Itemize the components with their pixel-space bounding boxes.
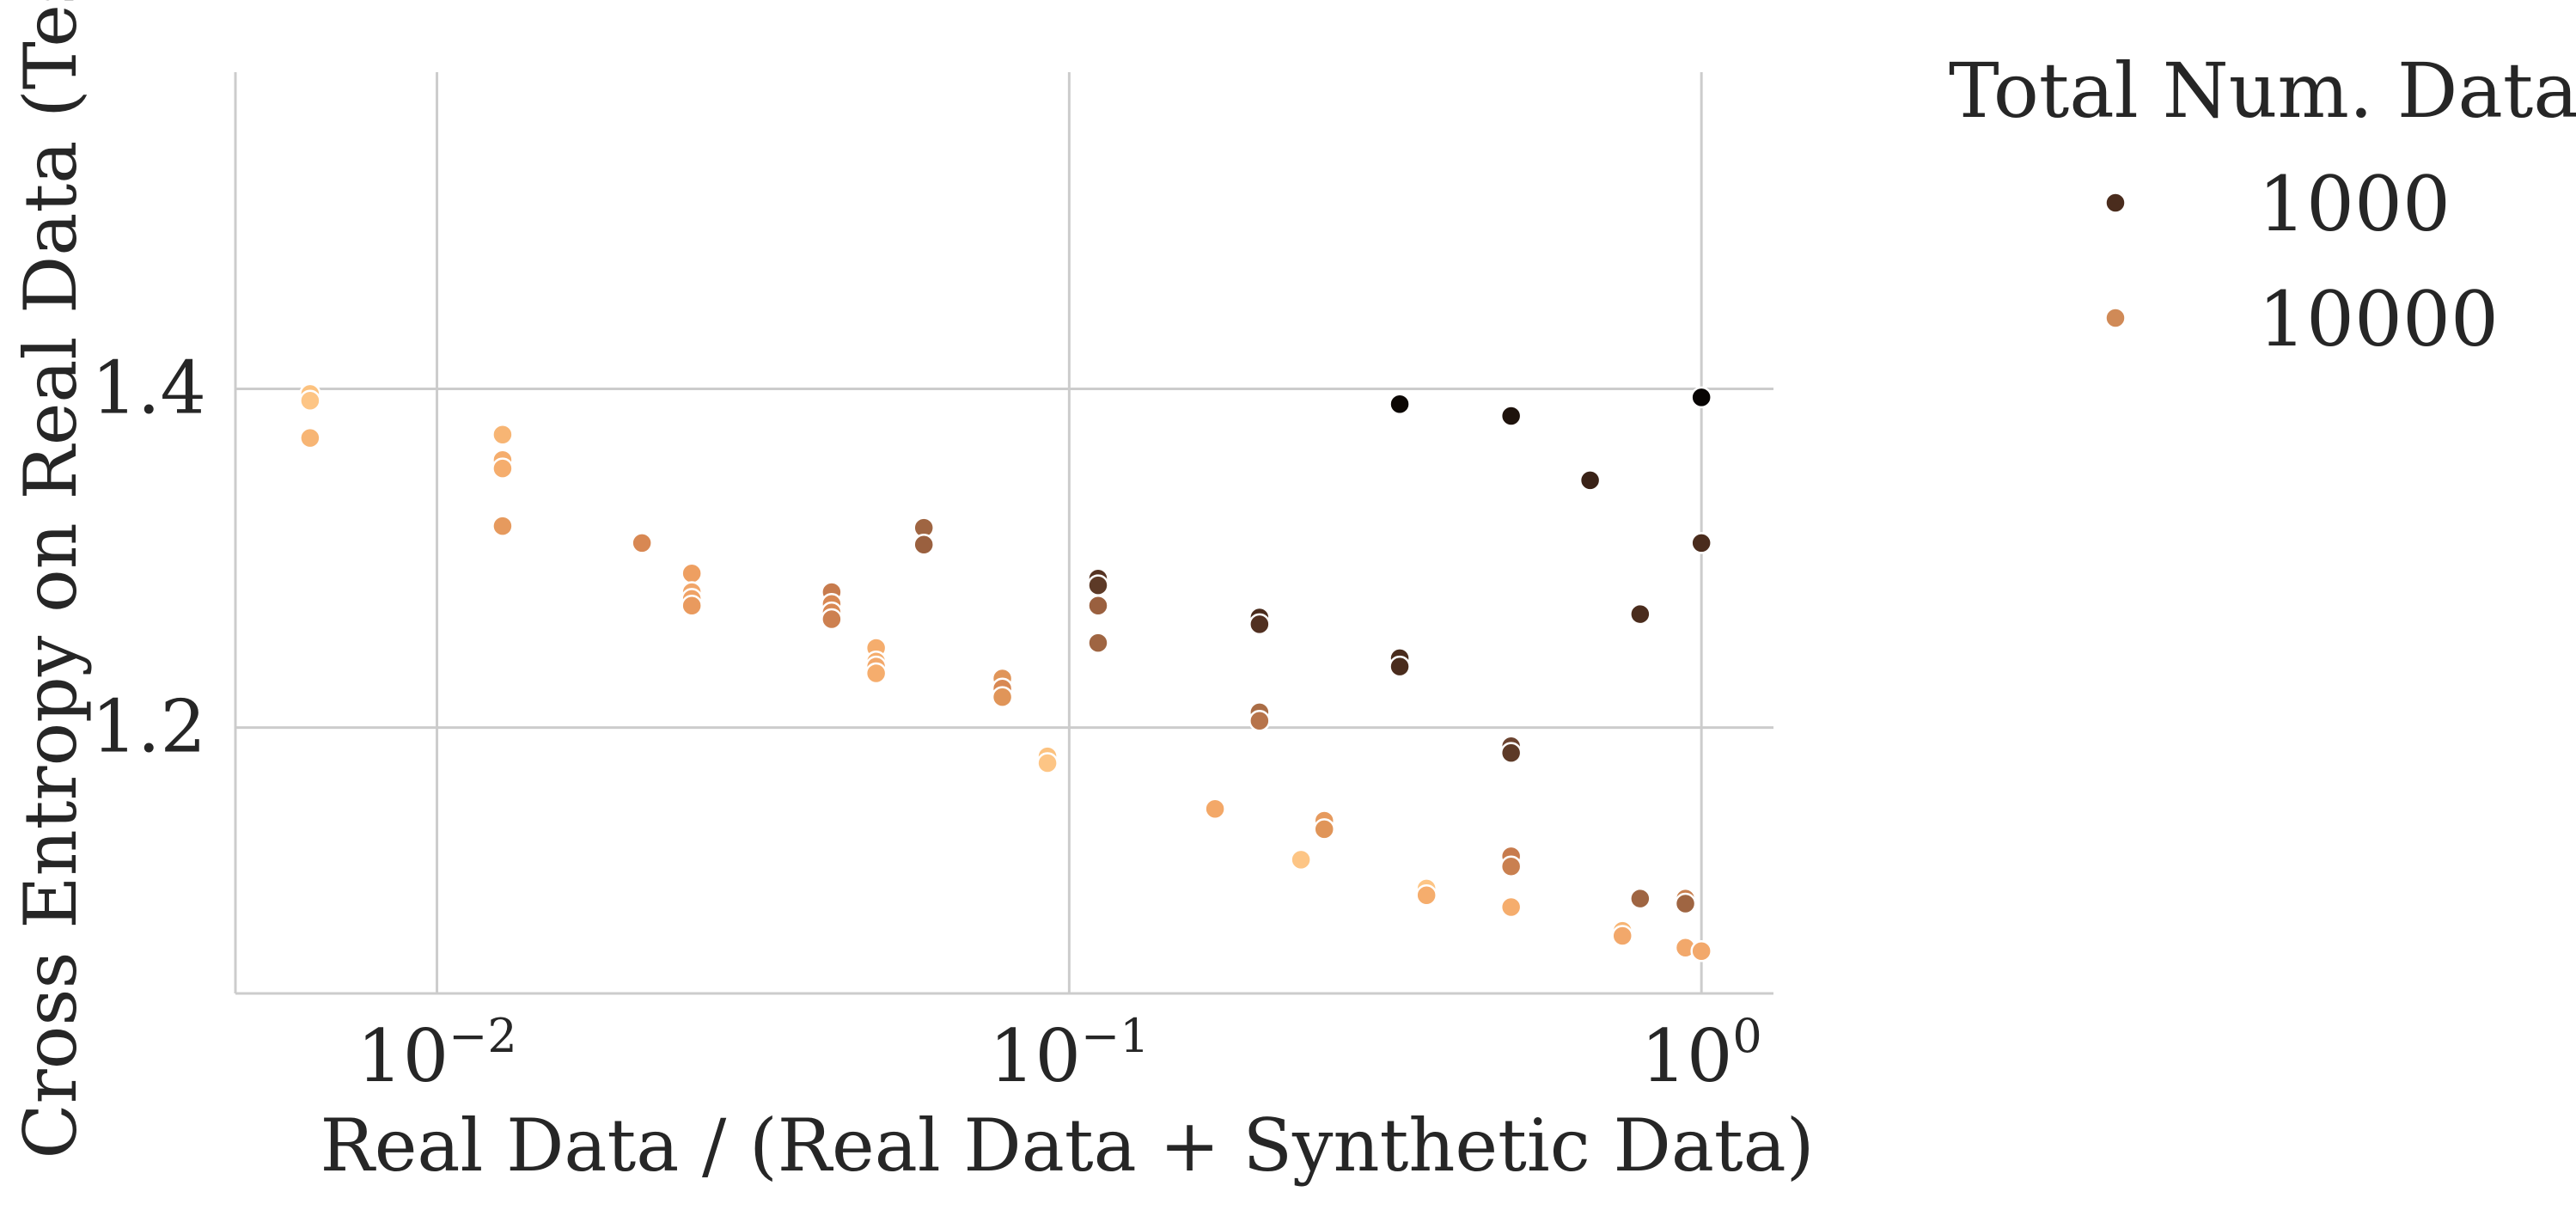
scatter-point [1629, 887, 1651, 910]
scatter-point [991, 686, 1014, 708]
x-axis-label: Real Data / (Real Data + Synthetic Data) [320, 1103, 1814, 1188]
x-tick-label: 100 [1641, 1009, 1762, 1098]
scatter-point [1087, 574, 1109, 596]
y-tick-labels: 1.2 1.4 [91, 346, 206, 769]
scatter-point [1087, 594, 1109, 617]
scatter-point [913, 534, 935, 556]
scatter-point [1204, 798, 1226, 820]
scatter-point [1674, 892, 1697, 915]
y-tick-label: 1.4 [91, 346, 206, 431]
x-tick-exponent: −2 [449, 1009, 517, 1063]
data-points [299, 382, 1712, 962]
x-tick-labels: 10−2 10−1 100 [357, 1009, 1761, 1098]
scatter-point [1499, 405, 1523, 427]
scatter-point [1629, 602, 1651, 626]
scatter-point [1290, 848, 1312, 871]
scatter-point [1313, 818, 1335, 840]
scatter-point [681, 562, 703, 585]
scatter-point [1499, 855, 1523, 877]
legend-marker [2104, 192, 2127, 214]
legend-entries: 1000 10000 [2104, 160, 2499, 364]
legend-label: 1000 [2258, 160, 2451, 248]
legend-title: Total Num. Data [1949, 46, 2576, 135]
x-tick-label: 10−1 [989, 1009, 1150, 1098]
scatter-point [864, 662, 888, 685]
scatter-point [1499, 742, 1523, 764]
legend-label: 10000 [2258, 275, 2499, 364]
scatter-point [299, 389, 321, 412]
scatter-point [681, 594, 703, 617]
x-tick-base: 10 [989, 1014, 1081, 1098]
y-axis-label: Cross Entropy on Real Data (Test) [9, 0, 93, 1159]
x-tick-base: 10 [1641, 1014, 1733, 1098]
x-tick-exponent: 0 [1732, 1009, 1761, 1063]
scatter-point [1036, 752, 1059, 774]
scatter-point [1690, 532, 1712, 554]
scatter-point [491, 423, 514, 446]
scatter-point [491, 515, 514, 537]
y-tick-label: 1.2 [91, 685, 206, 769]
scatter-point [1248, 709, 1271, 732]
grid-lines [235, 72, 1773, 993]
scatter-point [1389, 655, 1411, 678]
scatter-point [1690, 386, 1712, 409]
scatter-point [1578, 469, 1602, 492]
scatter-point [1499, 895, 1523, 919]
scatter-point [631, 532, 653, 554]
legend: Total Num. Data 1000 10000 [1949, 46, 2576, 364]
scatter-point [491, 457, 514, 480]
legend-marker [2104, 307, 2127, 329]
scatter-point [1087, 632, 1109, 654]
scatter-point [1415, 883, 1438, 907]
scatter-point [1611, 925, 1633, 947]
x-tick-base: 10 [357, 1014, 449, 1098]
scatter-point [821, 608, 843, 631]
x-tick-label: 10−2 [357, 1009, 517, 1098]
scatter-point [1248, 613, 1271, 636]
scatter-point [1389, 393, 1411, 415]
scatter-point [1690, 939, 1712, 962]
x-tick-exponent: −1 [1081, 1009, 1150, 1063]
axes [234, 72, 1773, 995]
scatter-point [299, 426, 321, 449]
